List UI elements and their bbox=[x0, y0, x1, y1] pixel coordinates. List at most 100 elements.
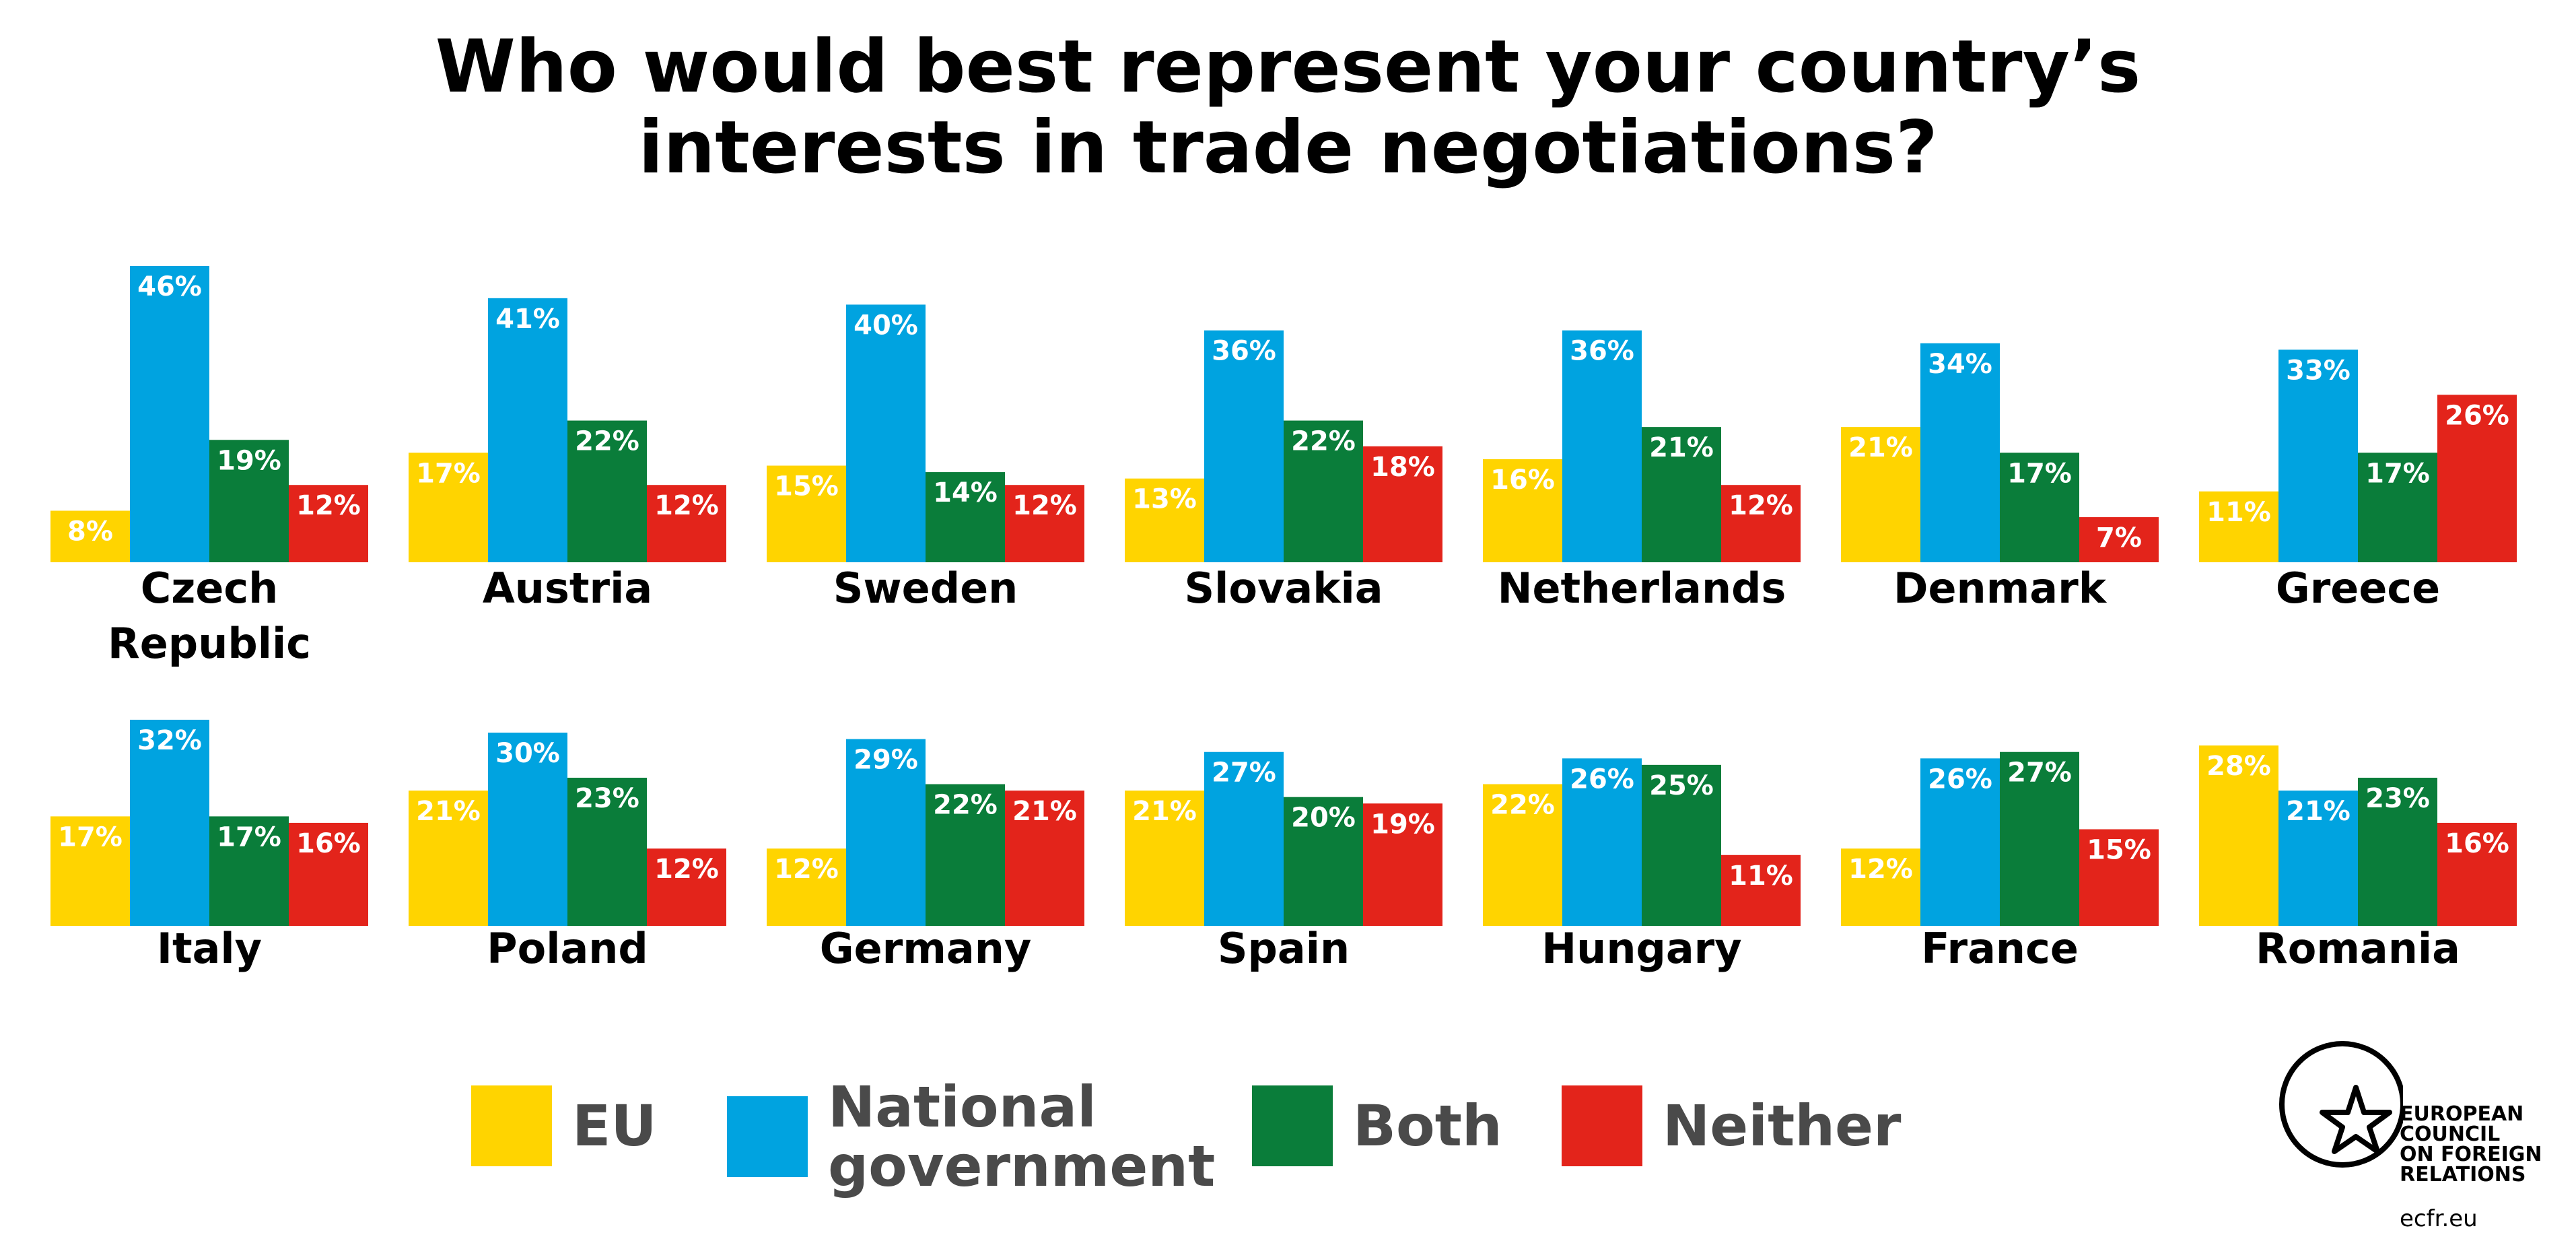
data-label-austria-neither: 12% bbox=[654, 490, 719, 521]
bar-netherlands-neither bbox=[1721, 485, 1801, 562]
legend-label-neither: Neither bbox=[1663, 1093, 1902, 1159]
bar-austria-neither bbox=[647, 485, 726, 562]
bar-czech-republic-national-government bbox=[130, 266, 209, 562]
chart-greece: 11% 33% 17% 26% Greece bbox=[2199, 349, 2517, 613]
data-label-poland-neither: 12% bbox=[654, 854, 719, 885]
bar-poland-both bbox=[567, 778, 647, 926]
data-label-sweden-eu: 15% bbox=[774, 471, 839, 502]
data-label-netherlands-neither: 12% bbox=[1729, 490, 1793, 521]
data-label-denmark-neither: 7% bbox=[2096, 523, 2142, 554]
chart-title-line1: Who would best represent your country’s bbox=[435, 25, 2141, 109]
chart-sweden: 15% 40% 14% 12% Sweden bbox=[767, 304, 1084, 613]
legend: EU National government Both Neither bbox=[0, 1050, 2289, 1205]
data-label-poland-both: 23% bbox=[575, 783, 639, 814]
country-label-hungary: Hungary bbox=[1541, 924, 1741, 973]
bar-slovakia-eu bbox=[1125, 478, 1204, 562]
bar-poland-national-government bbox=[488, 733, 567, 926]
bar-austria-national-government bbox=[488, 298, 567, 562]
bar-france-eu bbox=[1841, 848, 1920, 926]
country-label-czech-republic: Czech Republic bbox=[108, 564, 311, 668]
country-label-sweden: Sweden bbox=[833, 564, 1018, 613]
data-label-germany-neither: 21% bbox=[1012, 796, 1077, 827]
bar-sweden-eu bbox=[767, 465, 846, 562]
chart-germany: 12% 29% 22% 21% Germany bbox=[767, 739, 1084, 973]
data-label-netherlands-national-government: 36% bbox=[1570, 336, 1634, 367]
data-label-denmark-national-government: 34% bbox=[1928, 349, 1992, 380]
country-label-austria: Austria bbox=[483, 564, 652, 613]
chart-poland: 21% 30% 23% 12% Poland bbox=[409, 733, 726, 973]
bar-france-national-government bbox=[1920, 758, 2000, 926]
bar-denmark-eu bbox=[1841, 427, 1920, 562]
logo-line-4: RELATIONS bbox=[2400, 1163, 2526, 1186]
bar-germany-both bbox=[926, 784, 1005, 926]
bar-germany-neither bbox=[1005, 791, 1084, 926]
data-label-poland-national-government: 30% bbox=[495, 738, 560, 769]
bar-czech-republic-eu bbox=[50, 510, 130, 562]
legend-item-neither: Neither bbox=[1562, 1085, 1901, 1166]
data-label-denmark-both: 17% bbox=[2007, 458, 2072, 489]
chart-title-line2: interests in trade negotiations? bbox=[638, 106, 1938, 190]
legend-label-eu: EU bbox=[572, 1093, 657, 1159]
legend-item-eu: EU bbox=[471, 1085, 657, 1166]
bar-hungary-national-government bbox=[1562, 758, 1642, 926]
bar-italy-eu bbox=[50, 816, 130, 926]
bar-spain-eu bbox=[1125, 791, 1204, 926]
data-label-romania-national-government: 21% bbox=[2286, 796, 2351, 827]
bar-sweden-neither bbox=[1005, 485, 1084, 562]
data-label-slovakia-both: 22% bbox=[1291, 426, 1356, 457]
bar-czech-republic-neither bbox=[289, 485, 368, 562]
data-label-netherlands-both: 21% bbox=[1649, 432, 1714, 463]
data-label-italy-both: 17% bbox=[217, 821, 281, 852]
bar-germany-national-government bbox=[846, 739, 926, 926]
bar-slovakia-neither bbox=[1363, 446, 1442, 562]
bar-romania-both bbox=[2358, 778, 2437, 926]
chart-title: Who would best represent your country’s … bbox=[0, 27, 2576, 189]
data-label-hungary-both: 25% bbox=[1649, 770, 1714, 801]
bar-hungary-eu bbox=[1483, 784, 1562, 926]
data-label-greece-national-government: 33% bbox=[2286, 355, 2351, 386]
bar-france-neither bbox=[2079, 829, 2159, 926]
data-label-hungary-neither: 11% bbox=[1729, 861, 1793, 892]
legend-label-government: government bbox=[828, 1133, 1216, 1199]
data-label-france-both: 27% bbox=[2007, 758, 2072, 789]
country-label-spain: Spain bbox=[1218, 924, 1350, 973]
data-label-czech-republic-national-government: 46% bbox=[137, 271, 202, 302]
legend-swatch-national-government bbox=[727, 1096, 808, 1177]
bar-spain-neither bbox=[1363, 803, 1442, 926]
country-label-denmark: Denmark bbox=[1893, 564, 2108, 613]
bar-poland-neither bbox=[647, 848, 726, 926]
chart-france: 12% 26% 27% 15% France bbox=[1841, 751, 2159, 973]
bar-denmark-both bbox=[2000, 452, 2079, 562]
data-label-slovakia-national-government: 36% bbox=[1212, 336, 1276, 367]
bar-slovakia-both bbox=[1284, 420, 1363, 562]
data-label-poland-eu: 21% bbox=[416, 796, 481, 827]
bar-czech-republic-both bbox=[209, 440, 289, 562]
legend-swatch-eu bbox=[471, 1085, 552, 1166]
data-label-romania-both: 23% bbox=[2365, 783, 2430, 814]
data-label-austria-both: 22% bbox=[575, 426, 639, 457]
star-circle-icon bbox=[2279, 1041, 2406, 1168]
data-label-netherlands-eu: 16% bbox=[1490, 465, 1555, 496]
logo-line-2: COUNCIL bbox=[2400, 1122, 2501, 1146]
data-label-sweden-national-government: 40% bbox=[854, 310, 918, 341]
country-label-netherlands: Netherlands bbox=[1498, 564, 1786, 613]
country-label-romania: Romania bbox=[2256, 924, 2460, 973]
data-label-sweden-neither: 12% bbox=[1012, 490, 1077, 521]
data-label-spain-neither: 19% bbox=[1370, 809, 1435, 840]
data-label-slovakia-eu: 13% bbox=[1132, 484, 1197, 515]
country-label-germany: Germany bbox=[820, 924, 1032, 973]
chart-hungary: 22% 26% 25% 11% Hungary bbox=[1483, 758, 1801, 973]
logo-line-1: EUROPEAN bbox=[2400, 1102, 2524, 1126]
data-label-spain-national-government: 27% bbox=[1212, 758, 1276, 789]
country-label-france: France bbox=[1921, 924, 2079, 973]
legend-swatch-neither bbox=[1562, 1085, 1642, 1166]
bar-romania-national-government bbox=[2278, 791, 2358, 926]
country-label-italy: Italy bbox=[157, 924, 262, 973]
data-label-spain-eu: 21% bbox=[1132, 796, 1197, 827]
bar-spain-national-government bbox=[1204, 751, 1284, 926]
country-label-greece: Greece bbox=[2276, 564, 2440, 613]
bar-netherlands-national-government bbox=[1562, 330, 1642, 562]
data-label-greece-neither: 26% bbox=[2445, 400, 2509, 431]
data-label-germany-eu: 12% bbox=[774, 854, 839, 885]
data-label-austria-national-government: 41% bbox=[495, 304, 560, 335]
